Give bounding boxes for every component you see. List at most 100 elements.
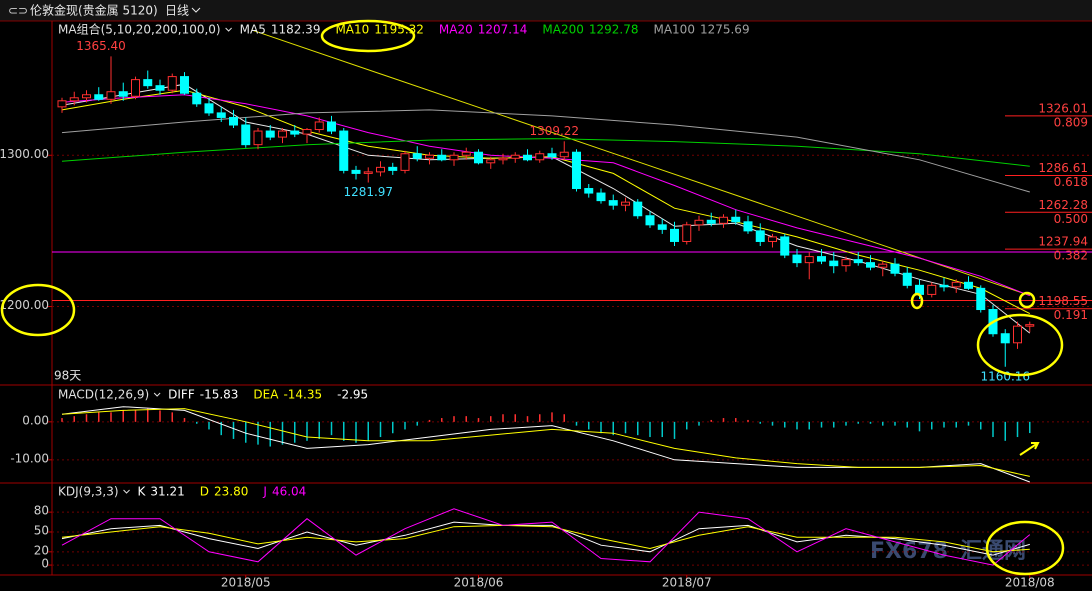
candle-body	[682, 224, 692, 242]
legend-name: K	[138, 485, 147, 499]
x-tick-label: 2018/07	[662, 576, 712, 590]
candle-body	[400, 153, 410, 171]
candle-body	[621, 201, 630, 206]
extreme-label: 1309.22	[529, 124, 579, 138]
candle-body	[363, 171, 373, 174]
candle-body	[314, 121, 324, 131]
candle-body	[1013, 325, 1022, 344]
legend-value: 1275.69	[700, 23, 750, 37]
candle-body	[866, 262, 875, 268]
candle-body	[167, 76, 177, 91]
indicator-line	[61, 508, 1031, 566]
legend-name: MA10	[335, 23, 369, 37]
legend-value: -14.35	[283, 388, 322, 402]
arrow	[1019, 442, 1040, 456]
highlight-circle	[320, 19, 416, 53]
candle-body	[192, 92, 202, 105]
fib-price: 1326.01	[1038, 101, 1088, 115]
legend-value: 1182.39	[271, 23, 321, 37]
candle-body	[474, 151, 483, 164]
candle-body	[1000, 333, 1010, 344]
candle-body	[792, 254, 802, 264]
dropdown	[225, 27, 232, 32]
candle-body	[376, 166, 385, 173]
candle-body	[596, 192, 606, 202]
candle-body	[57, 100, 67, 108]
panel-title: KDJ(9,3,3)	[58, 485, 119, 499]
highlight-circle	[976, 313, 1064, 377]
candle-body	[939, 284, 949, 288]
toolbar-icon[interactable]: ⊂⊃	[8, 4, 28, 18]
candle-body	[927, 284, 937, 295]
indicator-line	[61, 408, 1030, 477]
candle-body	[216, 112, 226, 118]
candle-body	[339, 130, 349, 171]
candle-body	[229, 116, 238, 126]
candle-body	[204, 103, 214, 114]
candle-body	[498, 157, 508, 161]
y-tick-label: -10.00	[10, 451, 49, 465]
highlight-circle	[985, 520, 1065, 576]
candle-body	[1025, 324, 1035, 327]
highlight-circle	[0, 283, 76, 337]
fib-ratio: 0.809	[1054, 115, 1088, 129]
x-tick-label: 2018/08	[1005, 576, 1055, 590]
candle-body	[449, 154, 459, 161]
extreme-label: 1160.16	[980, 369, 1030, 383]
candle-body	[118, 91, 128, 97]
y-tick-label: 1200.00	[0, 298, 49, 312]
legend-name: DEA	[253, 388, 279, 402]
candle-body	[388, 166, 398, 171]
candle-body	[535, 153, 545, 161]
candle-body	[645, 215, 655, 226]
candle-body	[608, 200, 618, 206]
candle-body	[743, 221, 753, 232]
candle-body	[817, 256, 826, 262]
candle-body	[69, 97, 79, 102]
indicator-line	[61, 138, 1030, 167]
highlight-circle	[910, 292, 924, 310]
fib-ratio: 0.382	[1054, 249, 1088, 263]
highlight-circle	[1018, 291, 1036, 309]
candle-body	[412, 153, 422, 159]
candle-body	[180, 76, 189, 94]
candle-body	[853, 259, 863, 264]
legend-name: MA5	[240, 23, 266, 37]
candle-body	[425, 154, 434, 159]
legend-value: -15.83	[200, 388, 239, 402]
candle-body	[657, 224, 667, 230]
fib-price: 1262.28	[1038, 198, 1088, 212]
candle-body	[143, 79, 153, 87]
candle-body	[780, 236, 790, 256]
fib-ratio: 0.500	[1054, 212, 1088, 226]
legend-value: 1195.32	[374, 23, 424, 37]
extreme-label: 1365.40	[76, 39, 126, 53]
candle-body	[755, 230, 765, 242]
fib-ratio: 0.618	[1054, 175, 1088, 189]
indicator-line	[61, 109, 1030, 193]
candle-body	[694, 219, 704, 226]
x-tick-label: 2018/06	[454, 576, 504, 590]
legend-value: -2.95	[337, 388, 368, 402]
candle-body	[351, 169, 361, 174]
candle-body	[106, 91, 116, 100]
instrument-name[interactable]: 伦敦金现(贵金属 5120)	[30, 3, 158, 18]
legend-name: MA20	[439, 23, 473, 37]
candle-body	[706, 219, 716, 224]
legend-name: MA100	[653, 23, 694, 37]
plot-layer: 1300.00 1200.00 1326.010.809 1286.610.618 12…	[0, 22, 1092, 590]
candle-body	[486, 159, 496, 164]
candle-body	[633, 201, 643, 217]
legend-value: 46.04	[272, 485, 306, 499]
candle-body	[253, 130, 263, 146]
period[interactable]: 日线	[165, 4, 189, 18]
candle-body	[278, 130, 287, 138]
candle-body	[841, 259, 851, 267]
candle-body	[768, 236, 777, 242]
candle-body	[265, 130, 275, 138]
candle-body	[82, 94, 91, 99]
panel-title: MACD(12,26,9)	[58, 388, 149, 402]
candle-body	[327, 121, 336, 132]
period-dropdown[interactable]	[191, 7, 201, 13]
